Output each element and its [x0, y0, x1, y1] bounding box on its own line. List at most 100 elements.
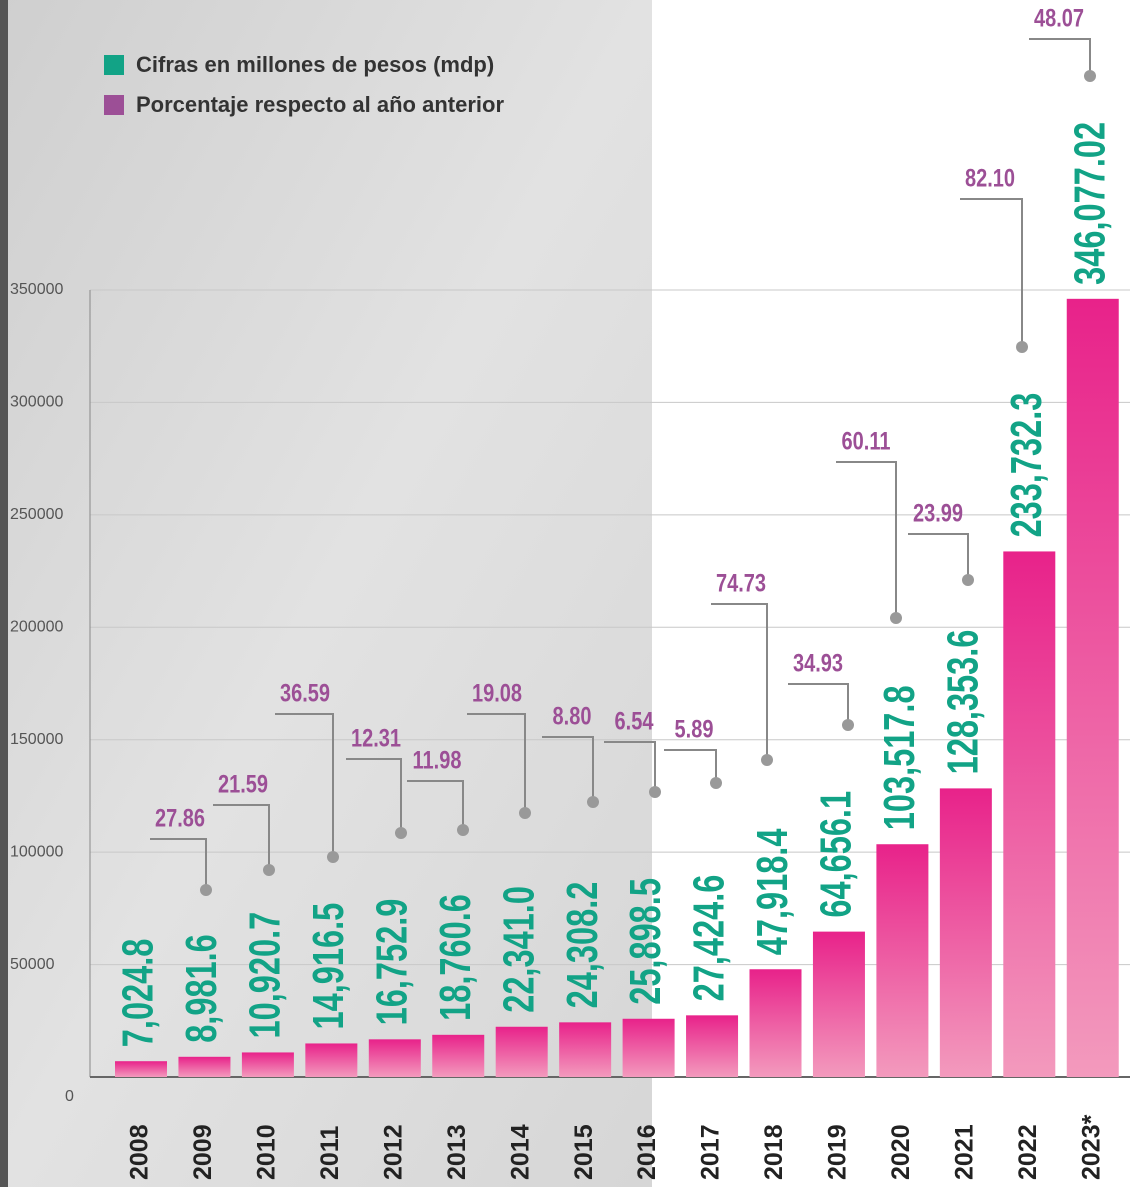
percent-label: 60.11	[842, 428, 891, 456]
x-tick-label: 2017	[697, 1124, 725, 1180]
legend-swatch	[104, 55, 124, 75]
bar	[178, 1056, 231, 1077]
y-tick-label: 300000	[10, 394, 63, 411]
callout-line	[960, 198, 1023, 347]
callout-line	[467, 713, 526, 813]
value-label: 27,424.6	[685, 875, 734, 1002]
y-tick-label: 50000	[10, 956, 55, 973]
bar	[876, 844, 929, 1077]
x-tick-label: 2023*	[1077, 1114, 1105, 1180]
value-label: 25,898.5	[622, 878, 671, 1005]
percent-label: 12.31	[351, 725, 401, 753]
callout-line	[275, 713, 334, 857]
callout-line	[604, 741, 656, 792]
value-label: 7,024.8	[114, 939, 163, 1048]
percent-label: 23.99	[913, 500, 963, 528]
percent-dot	[519, 807, 531, 819]
percent-dot	[200, 884, 212, 896]
percent-label: 48.07	[1034, 5, 1084, 33]
percent-label: 19.08	[472, 680, 522, 708]
background-photo	[0, 0, 652, 1187]
value-label: 10,920.7	[241, 912, 290, 1039]
value-label: 233,732.3	[1002, 393, 1051, 538]
legend-label: Porcentaje respecto al año anterior	[136, 92, 504, 117]
edge	[0, 0, 8, 1187]
percent-label: 74.73	[716, 570, 766, 598]
percent-label: 6.54	[615, 708, 654, 736]
x-tick-label: 2022	[1014, 1124, 1042, 1180]
legend-swatch	[104, 95, 124, 115]
x-tick-label: 2019	[824, 1124, 852, 1180]
percent-label: 5.89	[675, 716, 714, 744]
callout-line	[908, 533, 969, 580]
percent-dot	[1084, 70, 1096, 82]
x-tick-label: 2012	[379, 1124, 407, 1180]
x-tick-label: 2009	[189, 1124, 217, 1180]
percent-dot	[263, 864, 275, 876]
x-tick-label: 2021	[950, 1124, 978, 1180]
callout-line	[788, 683, 849, 725]
value-label: 22,341.0	[495, 886, 544, 1013]
percent-label: 8.80	[553, 703, 592, 731]
value-label: 18,760.6	[431, 894, 480, 1021]
callout-line	[150, 838, 207, 890]
y-tick-label: 100000	[10, 843, 63, 860]
bar	[432, 1034, 485, 1077]
value-label: 14,916.5	[304, 903, 353, 1030]
value-label: 64,656.1	[812, 791, 861, 918]
value-label: 103,517.8	[875, 685, 924, 830]
callout-line	[1029, 38, 1091, 76]
percent-dot	[710, 777, 722, 789]
x-tick-label: 2016	[633, 1124, 661, 1180]
x-tick-label: 2014	[506, 1124, 534, 1180]
bar	[368, 1039, 421, 1077]
y-tick-label: 200000	[10, 619, 63, 636]
percent-label: 82.10	[965, 165, 1015, 193]
percent-label: 34.93	[793, 650, 843, 678]
percent-dot	[587, 796, 599, 808]
percent-dot	[1016, 341, 1028, 353]
x-tick-label: 2013	[443, 1124, 471, 1180]
callout-line	[664, 749, 717, 783]
x-tick-label: 2020	[887, 1124, 915, 1180]
bar	[939, 788, 992, 1077]
bar	[241, 1052, 294, 1077]
y-tick-label: 250000	[10, 506, 63, 523]
bar	[1003, 551, 1056, 1077]
bar	[559, 1022, 612, 1077]
percent-dot	[457, 824, 469, 836]
callout-line	[346, 758, 402, 833]
percent-dot	[327, 851, 339, 863]
x-tick-label: 2008	[126, 1124, 154, 1180]
value-label: 346,077.02	[1066, 122, 1115, 285]
callout-line	[407, 780, 464, 830]
bar	[812, 931, 865, 1077]
percent-dot	[842, 719, 854, 731]
x-tick-label: 2015	[570, 1124, 598, 1180]
x-tick-label: 2011	[316, 1126, 344, 1180]
percent-dot	[395, 827, 407, 839]
bar	[305, 1043, 358, 1077]
percent-dot	[962, 574, 974, 586]
x-tick-label: 2018	[760, 1124, 788, 1180]
legend: Cifras en millones de pesos (mdp) Porcen…	[104, 52, 504, 117]
percent-label: 27.86	[155, 805, 205, 833]
value-label: 24,308.2	[558, 882, 607, 1009]
callout-line	[542, 736, 594, 802]
bar	[495, 1026, 548, 1077]
x-tick-label: 2010	[253, 1124, 281, 1180]
bar	[1066, 298, 1119, 1077]
value-label: 16,752.9	[368, 899, 417, 1026]
value-label: 47,918.4	[748, 828, 797, 955]
bar	[115, 1061, 167, 1077]
bar	[622, 1018, 675, 1077]
y-tick-label: 150000	[10, 731, 63, 748]
legend-label: Cifras en millones de pesos (mdp)	[136, 52, 494, 77]
percent-dot	[649, 786, 661, 798]
callout-line	[213, 804, 270, 870]
percent-dot	[761, 754, 773, 766]
bar	[686, 1015, 739, 1077]
percent-label: 11.98	[413, 747, 462, 775]
percent-label: 21.59	[218, 771, 268, 799]
